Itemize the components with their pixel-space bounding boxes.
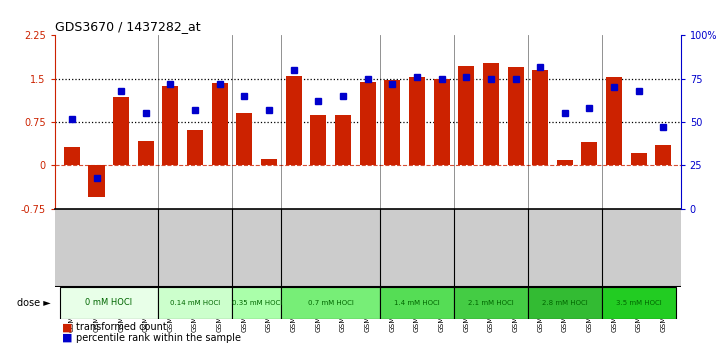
Bar [89, 165, 105, 197]
Bar [281, 287, 380, 319]
Text: 2.8 mM HOCl: 2.8 mM HOCl [542, 300, 587, 306]
Bar [384, 80, 400, 165]
Text: ■: ■ [62, 322, 72, 332]
Bar [232, 287, 281, 319]
Bar [285, 76, 301, 165]
Bar [630, 153, 646, 165]
Text: 0.14 mM HOCl: 0.14 mM HOCl [170, 300, 221, 306]
Text: transformed count: transformed count [76, 322, 167, 332]
Bar [582, 142, 598, 165]
Bar [261, 159, 277, 165]
Text: dose ►: dose ► [17, 298, 51, 308]
Bar [158, 287, 232, 319]
Text: 1.4 mM HOCl: 1.4 mM HOCl [394, 300, 440, 306]
Bar [434, 79, 450, 165]
Bar [454, 287, 528, 319]
Bar [212, 84, 228, 165]
Text: 0.35 mM HOCl: 0.35 mM HOCl [232, 300, 282, 306]
Bar [557, 160, 573, 165]
Bar [237, 113, 253, 165]
Text: 2.1 mM HOCl: 2.1 mM HOCl [468, 300, 514, 306]
Bar [64, 147, 80, 165]
Text: 0.7 mM HOCl: 0.7 mM HOCl [308, 300, 354, 306]
Bar [528, 287, 602, 319]
Bar [335, 115, 351, 165]
Bar [60, 287, 158, 319]
Bar [655, 145, 671, 165]
Bar [113, 97, 129, 165]
Bar [310, 115, 326, 165]
Bar [187, 130, 203, 165]
Bar [606, 77, 622, 165]
Bar [138, 141, 154, 165]
Text: GDS3670 / 1437282_at: GDS3670 / 1437282_at [55, 20, 200, 33]
Text: ■: ■ [62, 333, 72, 343]
Bar [360, 82, 376, 165]
Bar [380, 287, 454, 319]
Bar [532, 70, 548, 165]
Bar [602, 287, 676, 319]
Bar [458, 66, 474, 165]
Bar [409, 77, 425, 165]
Bar [162, 86, 178, 165]
Text: percentile rank within the sample: percentile rank within the sample [76, 333, 242, 343]
Bar [507, 67, 523, 165]
Text: 3.5 mM HOCl: 3.5 mM HOCl [616, 300, 662, 306]
Bar [483, 63, 499, 165]
Text: 0 mM HOCl: 0 mM HOCl [85, 298, 132, 307]
